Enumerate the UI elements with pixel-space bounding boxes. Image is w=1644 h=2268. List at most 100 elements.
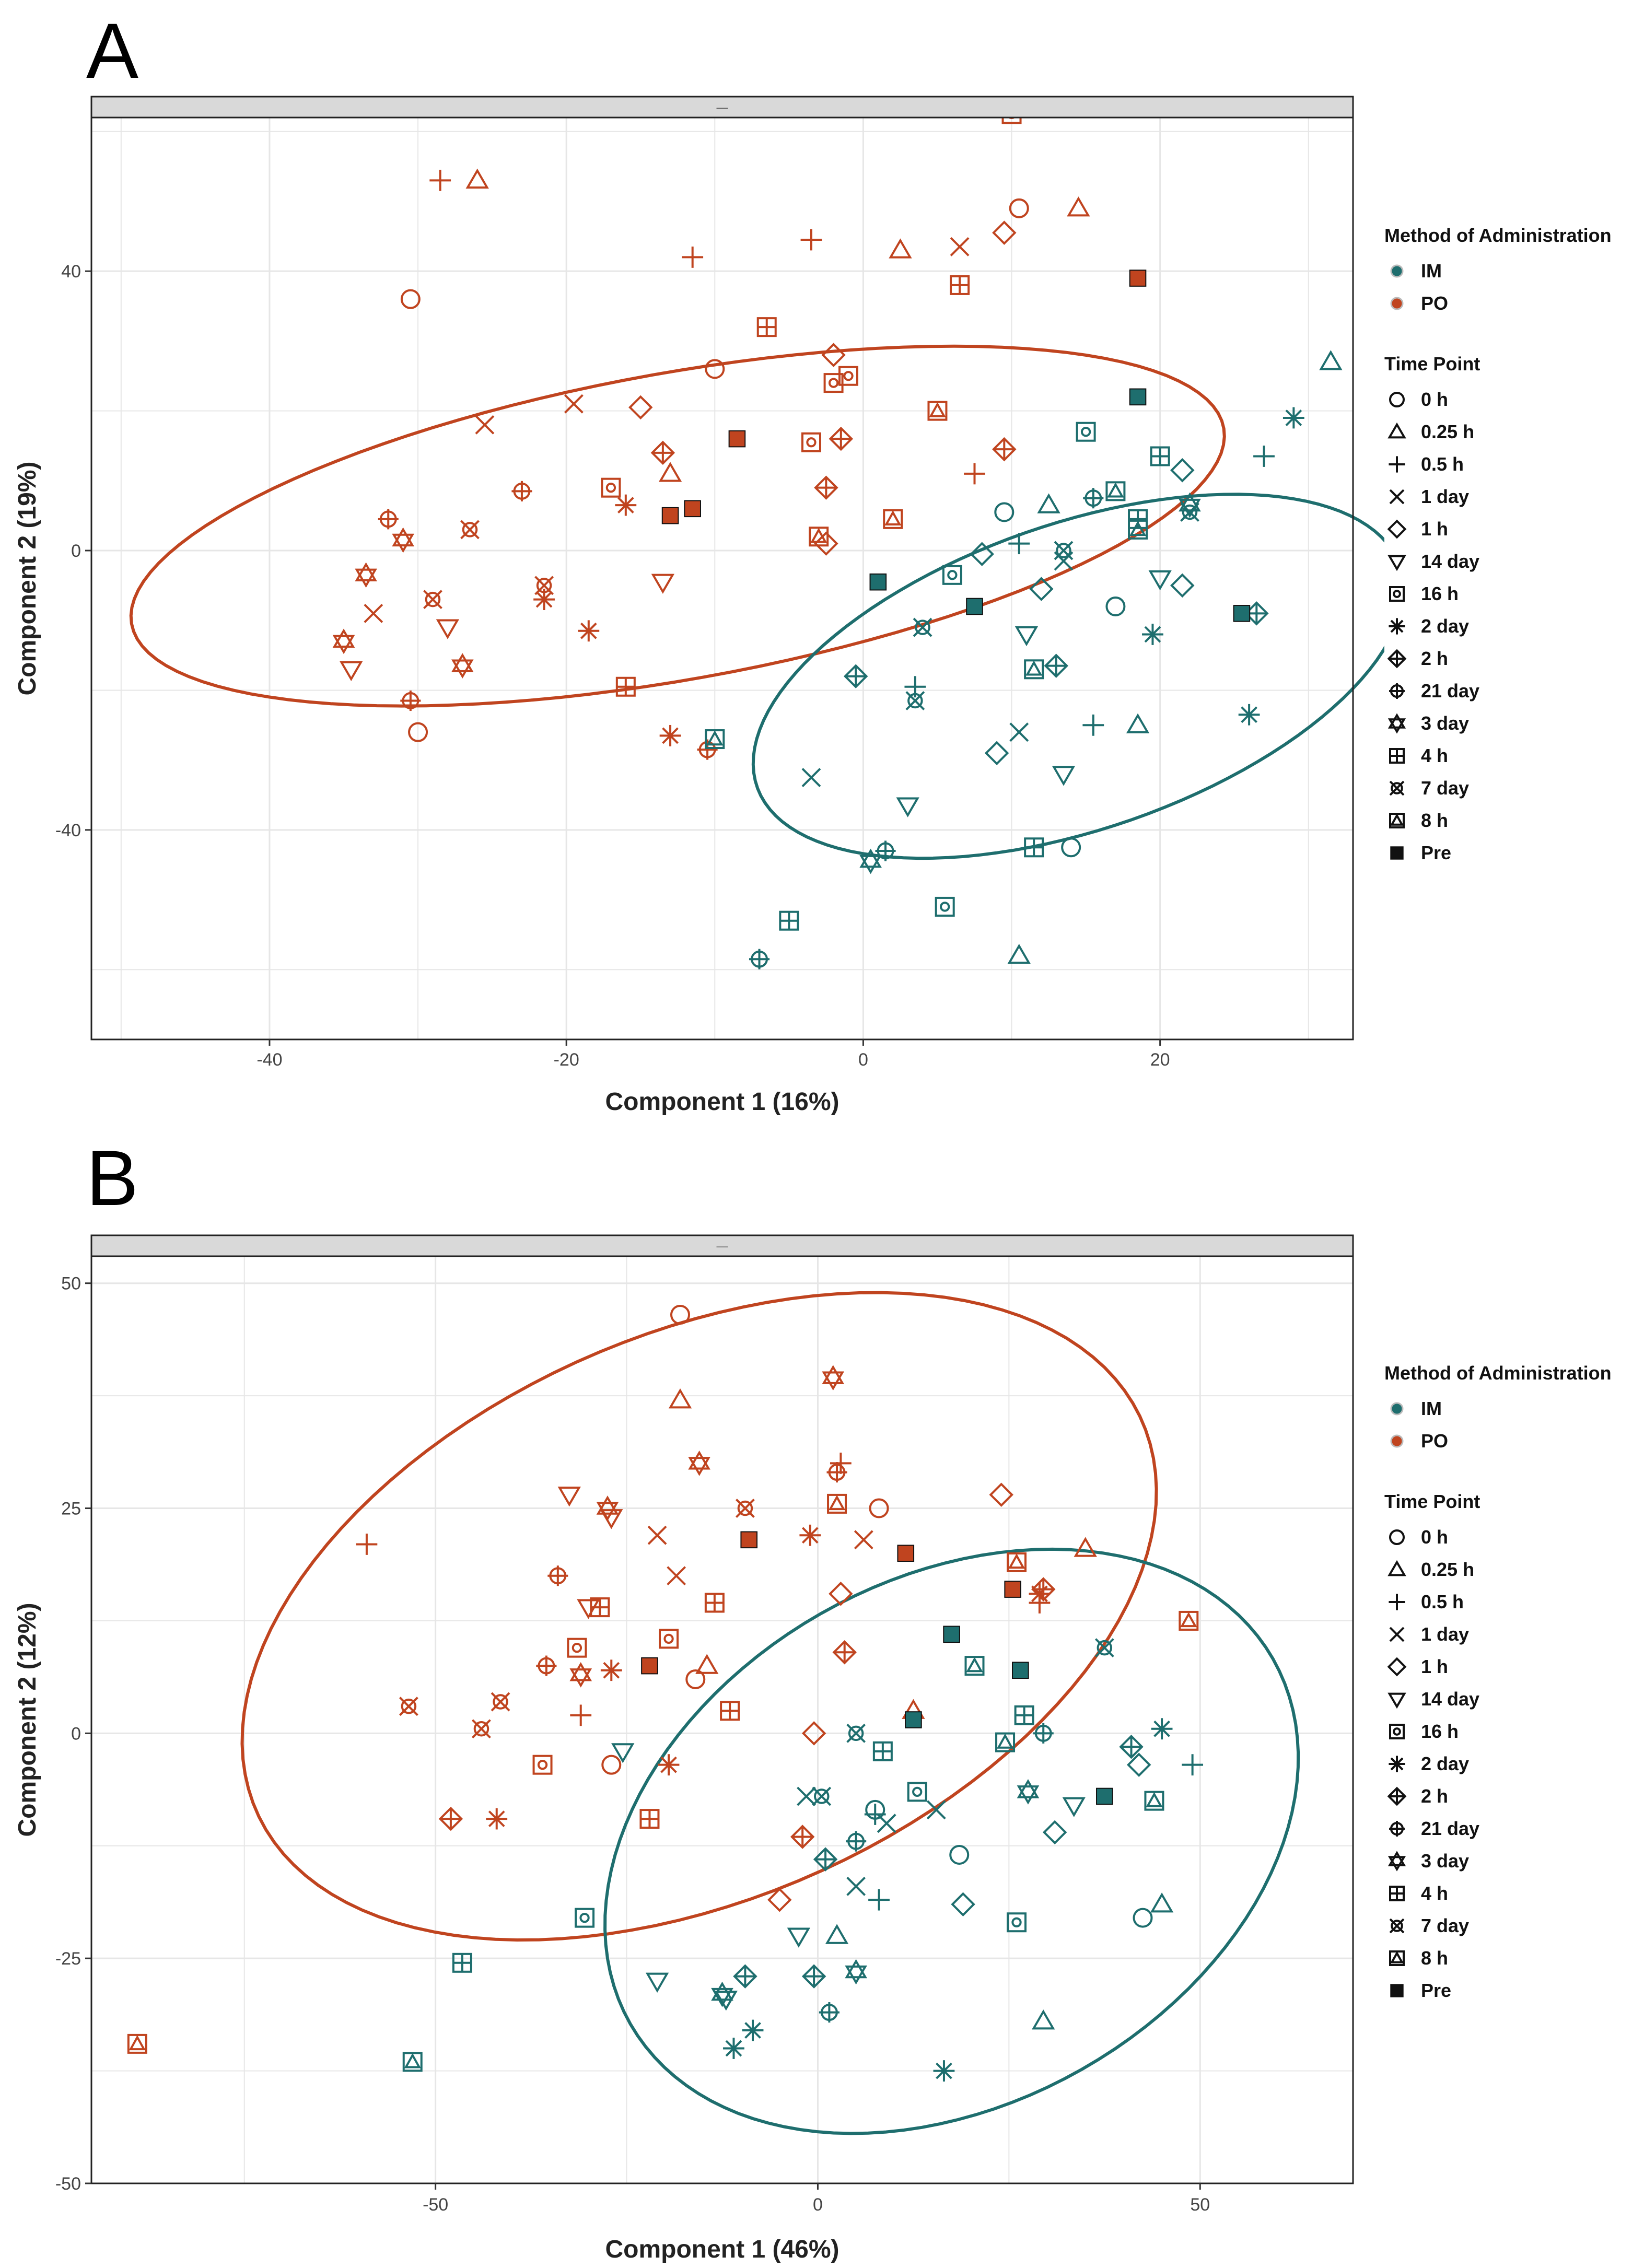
y-tick-label: -50 — [55, 2174, 81, 2194]
data-point-po-plus — [830, 1452, 852, 1474]
legend-item-time: 8 h — [1384, 1942, 1612, 1974]
data-point-im-square-plus — [1024, 837, 1044, 858]
data-point-po-diamond-plus — [829, 426, 854, 451]
facet-strip — [90, 96, 1354, 119]
data-point-po-circle — [1009, 198, 1029, 218]
x-tick-label: 0 — [858, 1050, 868, 1070]
data-point-po-circle — [601, 1755, 622, 1775]
data-point-po-diamond — [801, 1721, 826, 1746]
data-point-im-triangle-down — [611, 1743, 635, 1763]
legend-panel-b: Method of Administration IM PO Time Point 0 … — [1384, 1362, 1612, 2007]
data-point-im-diamond-plus — [813, 1847, 838, 1872]
y-tick-label: 0 — [71, 541, 81, 561]
data-point-im-circle-cross — [905, 691, 925, 710]
data-point-im-plus — [864, 1804, 886, 1825]
diamond-icon — [1387, 1657, 1407, 1677]
data-point-po-circle — [869, 1498, 889, 1518]
data-point-im-square-plus — [1150, 446, 1170, 466]
y-tick-label: 40 — [61, 262, 81, 282]
legend-item-time: 16 h — [1384, 578, 1612, 610]
x-axis-label: Component 1 (46%) — [605, 2236, 839, 2263]
data-point-im-triangle — [1037, 493, 1060, 513]
data-point-po-star-david — [355, 562, 377, 588]
data-point-po-circle-plus — [826, 1462, 847, 1483]
data-point-im-diamond — [984, 741, 1009, 766]
data-point-po-plus — [682, 247, 704, 268]
legend-time-label: 14 day — [1421, 1688, 1480, 1710]
circle-cross-icon — [1389, 780, 1405, 796]
triangle-down-icon — [1388, 555, 1406, 571]
data-point-po-square-plus — [756, 317, 777, 337]
data-point-po-star-david — [688, 1450, 710, 1476]
circle-icon — [1389, 392, 1405, 407]
data-point-im-cross — [797, 1786, 816, 1806]
data-point-im-circle-plus — [819, 2002, 840, 2023]
data-point-im-star-david — [711, 1981, 733, 2007]
data-point-po-triangle — [658, 462, 682, 482]
data-point-im-circle — [1105, 596, 1126, 616]
data-point-po-asterisk — [658, 1754, 680, 1776]
confidence-ellipse-po — [129, 344, 1226, 708]
data-point-po-triangle — [889, 238, 912, 259]
legend-item-time: 4 h — [1384, 1877, 1612, 1910]
data-point-im-triangle — [1126, 713, 1150, 733]
data-point-im-square-circle — [575, 1908, 595, 1928]
legend-time-label: 7 day — [1421, 1915, 1470, 1936]
legend-time-label: 0 h — [1421, 1526, 1449, 1548]
square-triangle-icon — [1389, 813, 1405, 828]
legend-item-time: 0 h — [1384, 1521, 1612, 1553]
legend-item-time: Pre — [1384, 1974, 1612, 2007]
data-point-po-circle-cross — [491, 1692, 510, 1712]
data-point-po-square-circle — [838, 366, 858, 386]
square-plus-icon — [1389, 748, 1405, 764]
y-tick-label: -25 — [55, 1949, 81, 1969]
legend-time-label: 3 day — [1421, 1850, 1470, 1872]
data-point-po-square-filled — [661, 507, 679, 524]
data-point-po-diamond — [829, 1582, 853, 1606]
legend-time-label: 16 h — [1421, 1721, 1459, 1742]
data-point-po-diamond — [821, 343, 846, 367]
legend-item-time: 2 h — [1384, 1780, 1612, 1813]
data-point-po-square-circle — [659, 1629, 679, 1649]
legend-method-label: PO — [1421, 1430, 1449, 1452]
data-point-po-circle — [685, 1669, 706, 1689]
data-point-po-square-triangle — [1007, 1552, 1027, 1572]
data-point-im-square-triangle — [1105, 481, 1126, 501]
data-point-po-square-triangle — [1179, 1610, 1199, 1631]
legend-method-label: IM — [1421, 260, 1442, 282]
data-point-im-star-david — [859, 848, 882, 874]
data-point-im-square-circle — [935, 896, 955, 917]
data-point-po-star-david — [822, 1365, 845, 1391]
data-point-po-square-circle — [567, 1638, 587, 1658]
facet-strip-label: — — [717, 101, 728, 114]
legend-item-method: IM — [1384, 255, 1612, 287]
circle-plus-icon — [1389, 683, 1405, 699]
confidence-ellipse-po — [240, 1291, 1158, 1942]
legend-item-time: 1 day — [1384, 481, 1612, 513]
legend-time-label: 0.5 h — [1421, 1591, 1464, 1612]
confidence-ellipse-im — [603, 1547, 1300, 2135]
legend-item-time: 21 day — [1384, 675, 1612, 707]
data-point-po-square-plus — [704, 1593, 725, 1613]
legend-time-label: 8 h — [1421, 1947, 1449, 1969]
panel-label-a: A — [86, 7, 139, 95]
data-point-po-cross — [667, 1566, 686, 1586]
legend-time-label: 2 h — [1421, 648, 1449, 669]
asterisk-icon — [1389, 1756, 1405, 1772]
data-point-im-square-triangle — [402, 2052, 423, 2072]
data-point-po-asterisk — [600, 1659, 622, 1681]
legend-method-label: PO — [1421, 293, 1449, 314]
legend-method-label: IM — [1421, 1398, 1442, 1419]
data-point-po-diamond-plus — [438, 1806, 463, 1831]
legend-time-label: 21 day — [1421, 1818, 1480, 1839]
facet-strip-label: — — [717, 1240, 728, 1253]
data-point-po-star-david — [569, 1662, 592, 1688]
data-point-po-triangle-down — [577, 1599, 600, 1619]
data-point-im-plus — [1082, 714, 1104, 736]
plus-icon — [1389, 456, 1405, 473]
data-point-im-square-plus — [1014, 1705, 1034, 1725]
data-point-im-circle-plus — [749, 949, 770, 969]
data-point-im-plus — [868, 1889, 890, 1911]
data-point-im-square-filled — [869, 573, 887, 591]
diamond-icon — [1387, 519, 1407, 539]
